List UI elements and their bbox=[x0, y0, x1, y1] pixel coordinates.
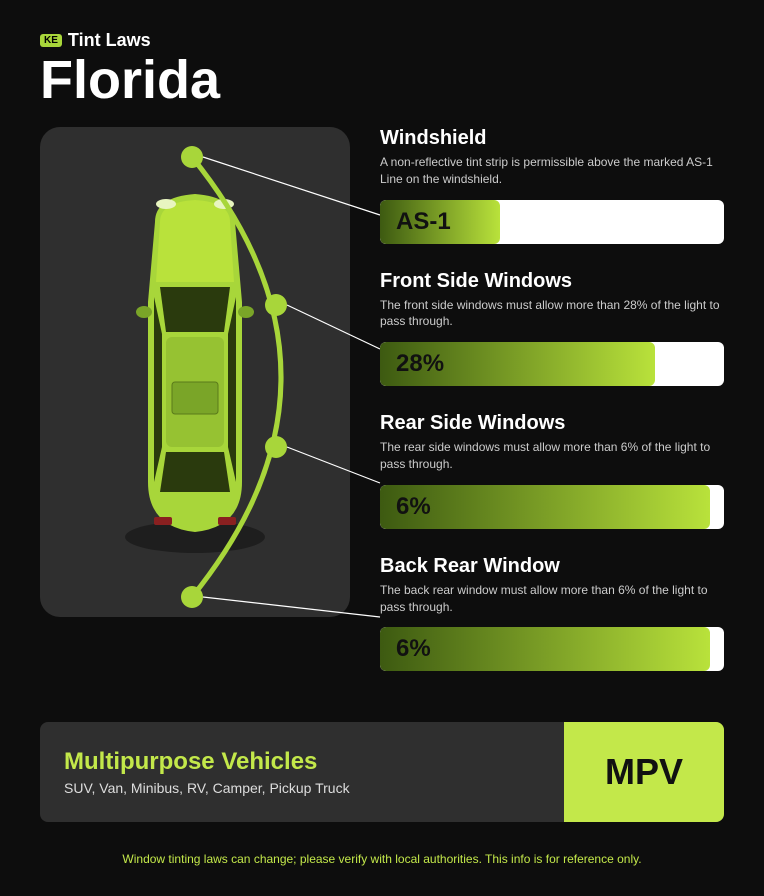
logo-badge: KE bbox=[40, 34, 62, 47]
tint-section: Windshield A non-reflective tint strip is… bbox=[380, 127, 724, 244]
section-title: Windshield bbox=[380, 127, 724, 150]
section-description: A non-reflective tint strip is permissib… bbox=[380, 154, 724, 188]
tint-bar: 28% bbox=[380, 342, 724, 386]
tint-bar-label: AS-1 bbox=[396, 208, 451, 236]
tint-section: Back Rear Window The back rear window mus… bbox=[380, 555, 724, 672]
header-subtitle: Tint Laws bbox=[68, 30, 151, 51]
tint-bar-fill: 28% bbox=[380, 342, 655, 386]
mpv-panel: Multipurpose Vehicles SUV, Van, Minibus,… bbox=[40, 722, 724, 822]
tint-bar: 6% bbox=[380, 627, 724, 671]
tint-bar-fill: AS-1 bbox=[380, 200, 500, 244]
disclaimer-text: Window tinting laws can change; please v… bbox=[40, 852, 724, 866]
tint-bar-fill: 6% bbox=[380, 485, 710, 529]
tint-bar-fill: 6% bbox=[380, 627, 710, 671]
car-panel bbox=[40, 127, 350, 617]
section-description: The front side windows must allow more t… bbox=[380, 297, 724, 331]
state-title: Florida bbox=[40, 53, 724, 107]
tint-bar: 6% bbox=[380, 485, 724, 529]
tint-bar-label: 6% bbox=[396, 493, 431, 521]
mpv-subtitle: SUV, Van, Minibus, RV, Camper, Pickup Tr… bbox=[64, 780, 540, 796]
mpv-title: Multipurpose Vehicles bbox=[64, 748, 540, 776]
tint-bar: AS-1 bbox=[380, 200, 724, 244]
tint-section: Rear Side Windows The rear side windows m… bbox=[380, 412, 724, 529]
section-title: Front Side Windows bbox=[380, 270, 724, 293]
tint-bar-label: 28% bbox=[396, 350, 444, 378]
tint-bar-label: 6% bbox=[396, 635, 431, 663]
mpv-badge: MPV bbox=[564, 722, 724, 822]
section-description: The back rear window must allow more tha… bbox=[380, 582, 724, 616]
tint-section: Front Side Windows The front side windows… bbox=[380, 270, 724, 387]
section-title: Back Rear Window bbox=[380, 555, 724, 578]
section-description: The rear side windows must allow more th… bbox=[380, 439, 724, 473]
section-title: Rear Side Windows bbox=[380, 412, 724, 435]
car-top-view-icon bbox=[110, 182, 280, 562]
